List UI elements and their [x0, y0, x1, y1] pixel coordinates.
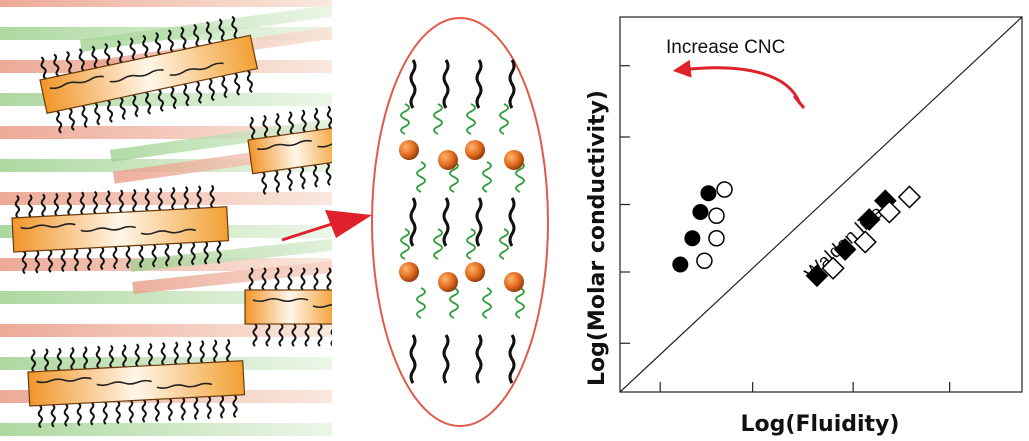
spring-chain [449, 287, 459, 319]
spring-chain [400, 228, 410, 260]
increase-cnc-arrow-tail [792, 95, 806, 109]
ion-bead [399, 140, 419, 160]
open-circle-point [708, 230, 725, 247]
stripe [0, 192, 332, 205]
increase-cnc-arrow [672, 59, 802, 105]
open-diamond-point [897, 185, 922, 209]
open-circle-point [716, 181, 733, 198]
ion-pairs [399, 59, 525, 384]
walden-line [619, 16, 1023, 393]
alkyl-chain [409, 197, 417, 247]
alkyl-chain [442, 197, 450, 247]
alkyl-chain [508, 59, 516, 109]
cnc-rod [27, 338, 246, 429]
spring-chain [466, 103, 476, 135]
data-points [672, 181, 922, 288]
tilted-band [110, 113, 332, 184]
zoom-ellipse [371, 17, 549, 427]
open-diamond-point [877, 200, 902, 224]
alkyl-chain [508, 197, 516, 247]
cnc-rod [244, 267, 332, 347]
ion-bead [504, 272, 524, 292]
ion-bead [438, 150, 458, 170]
alkyl-chain [442, 59, 450, 109]
open-circle-point [696, 252, 713, 269]
spring-chain [433, 103, 443, 135]
spring-chain [515, 287, 525, 319]
alkyl-chain [409, 334, 417, 384]
spring-chain [515, 161, 525, 193]
ion-bead [465, 140, 485, 160]
alkyl-chain [475, 334, 483, 384]
zoom-arrow [281, 210, 372, 242]
spring-chain [449, 161, 459, 193]
filled-circle-point [700, 185, 717, 202]
filled-circle-point [684, 230, 701, 247]
cnc-rods [11, 15, 332, 429]
spring-chain [400, 103, 410, 135]
spring-chain [433, 228, 443, 260]
stripe [0, 357, 332, 370]
open-circle-point [708, 207, 725, 224]
stripe [0, 0, 332, 7]
alkyl-chain [409, 59, 417, 109]
filled-circle-point [672, 256, 689, 273]
alkyl-chain [442, 334, 450, 384]
open-diamond-point [853, 230, 877, 254]
open-diamond-point [821, 256, 845, 280]
spring-chain [416, 287, 426, 319]
spring-chain [499, 228, 509, 260]
alkyl-chain [508, 334, 516, 384]
increase-cnc-label: Increase CNC [666, 37, 785, 58]
spring-chain [482, 287, 492, 319]
cnc-layered-schematic [0, 0, 332, 436]
spring-chain [466, 228, 476, 260]
ion-bead [438, 272, 458, 292]
spring-chain [482, 161, 492, 193]
alkyl-chain [475, 59, 483, 109]
stripe [0, 324, 332, 337]
ion-bead [504, 150, 524, 170]
filled-circle-point [692, 204, 709, 220]
ion-bead [465, 262, 485, 282]
walden-plot: Walden line Increase CNC Log(Molar condu… [585, 16, 1023, 437]
cnc-rod [11, 184, 230, 275]
x-axis-label: Log(Fluidity) [741, 412, 900, 437]
spring-chain [499, 103, 509, 135]
ion-bead [399, 262, 419, 282]
cnc-rod [247, 105, 332, 195]
y-axis-label: Log(Molar conductivity) [585, 90, 610, 386]
axis-ticks [620, 65, 951, 392]
spring-chain [416, 161, 426, 193]
alkyl-chain [475, 197, 483, 247]
zoomed-ionic-liquid-view [371, 17, 549, 427]
stripe [0, 423, 332, 436]
filled-diamond-point [805, 264, 829, 288]
cnc-rod [39, 15, 259, 134]
